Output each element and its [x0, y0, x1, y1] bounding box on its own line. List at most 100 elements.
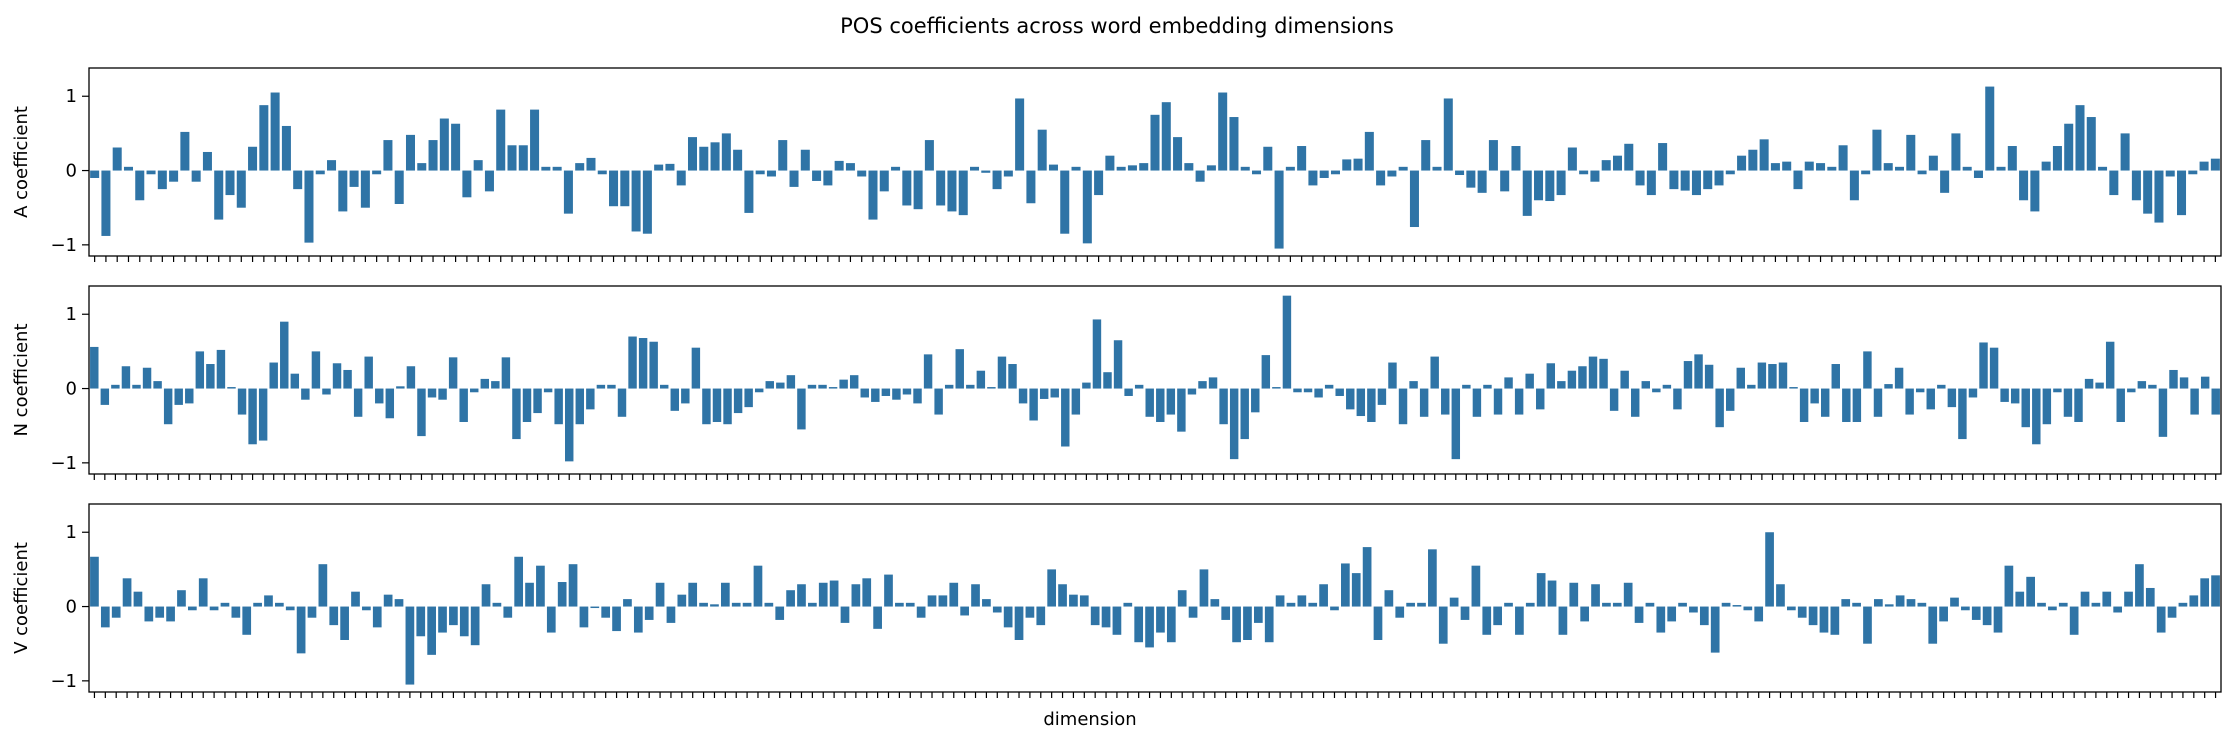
bar	[1786, 606, 1796, 611]
bar	[349, 170, 359, 187]
bar	[1652, 388, 1661, 393]
bar	[720, 582, 730, 607]
bar	[481, 584, 491, 607]
bar	[1852, 602, 1861, 607]
bar	[1232, 606, 1241, 643]
bar	[1820, 388, 1830, 417]
bar	[2007, 146, 2017, 171]
bar	[1536, 388, 1545, 410]
bar	[383, 140, 393, 171]
bar	[101, 170, 111, 236]
bar	[1726, 388, 1735, 411]
bar	[264, 595, 273, 607]
bar	[916, 606, 926, 618]
bar	[133, 591, 143, 607]
bar	[329, 606, 339, 626]
bar	[2064, 123, 2074, 171]
bar	[731, 602, 741, 607]
bar	[860, 388, 869, 398]
bar	[1303, 388, 1313, 393]
bar	[1472, 388, 1482, 417]
bar	[338, 170, 348, 212]
axes-frame	[88, 285, 2222, 475]
bar	[1683, 361, 1693, 389]
bar	[1747, 384, 1756, 389]
bar	[2074, 388, 2083, 422]
bar	[1060, 170, 1070, 234]
bar	[601, 606, 611, 618]
bar	[1765, 532, 1774, 607]
bar	[1827, 166, 1837, 171]
bar	[702, 388, 711, 425]
bar	[565, 388, 574, 462]
bar	[1398, 166, 1408, 171]
bar	[1161, 102, 1171, 171]
bar	[522, 388, 532, 422]
bar	[195, 351, 205, 389]
bar	[1973, 170, 1983, 178]
bar	[723, 388, 732, 425]
bar	[744, 170, 754, 213]
bar	[754, 388, 764, 393]
bar	[1252, 170, 1262, 175]
bar	[258, 388, 268, 441]
bar	[554, 388, 563, 425]
y-tick-label: −1	[50, 671, 77, 692]
bar	[778, 140, 788, 171]
bar	[332, 363, 342, 389]
bar	[1768, 364, 1777, 389]
bar	[1243, 606, 1252, 640]
bar	[214, 170, 224, 220]
bar	[1915, 388, 1925, 393]
bar	[586, 388, 595, 410]
bar	[2041, 161, 2051, 171]
bar	[459, 388, 468, 422]
bar	[492, 602, 502, 607]
bar	[879, 170, 889, 192]
bar	[1939, 606, 1948, 622]
bar	[1776, 584, 1785, 607]
bar	[638, 338, 648, 389]
bar	[405, 134, 415, 171]
bar	[2189, 595, 2199, 607]
bar	[1748, 149, 1758, 171]
bar	[1240, 166, 1250, 171]
bar	[902, 388, 912, 395]
bar	[142, 367, 152, 389]
bar	[1061, 388, 1070, 447]
bar	[503, 606, 513, 618]
bar	[1504, 377, 1513, 389]
bar	[2145, 587, 2155, 607]
bar	[293, 170, 303, 190]
bar	[1166, 388, 1176, 415]
bar	[1861, 170, 1871, 175]
bar	[1428, 549, 1437, 607]
bar	[546, 606, 556, 633]
bar	[2154, 170, 2164, 223]
bar	[304, 170, 314, 243]
bar	[1715, 388, 1724, 428]
bar	[1362, 547, 1372, 607]
bar	[1341, 563, 1350, 607]
bar	[1127, 165, 1137, 171]
bar	[654, 164, 664, 171]
bar	[100, 606, 110, 628]
bar	[2109, 170, 2119, 196]
bar	[1754, 606, 1764, 622]
bar	[1894, 367, 1904, 389]
bar	[416, 606, 426, 637]
bar	[1721, 602, 1731, 607]
bar	[596, 384, 606, 389]
x-axis-label: dimension	[1043, 709, 1136, 730]
bar	[448, 357, 458, 389]
bar	[1026, 170, 1036, 204]
bar	[895, 602, 904, 607]
bar	[1477, 170, 1487, 193]
bar	[1493, 388, 1503, 415]
bar	[1482, 606, 1492, 635]
bar	[1623, 582, 1633, 607]
bar	[1092, 319, 1102, 389]
bar	[2199, 161, 2209, 171]
bar	[2053, 388, 2062, 393]
